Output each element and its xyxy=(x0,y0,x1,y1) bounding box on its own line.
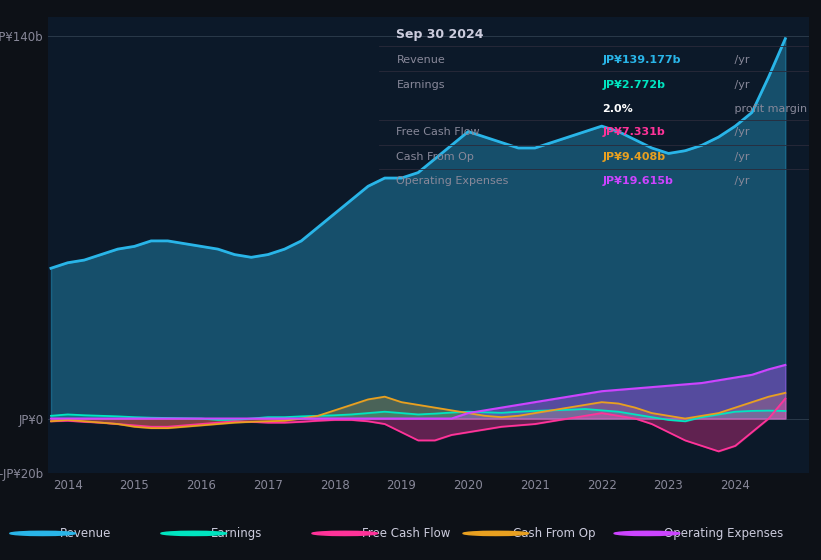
Text: profit margin: profit margin xyxy=(732,104,808,114)
Text: JP¥2.772b: JP¥2.772b xyxy=(603,80,666,90)
Text: JP¥19.615b: JP¥19.615b xyxy=(603,176,673,186)
Text: Earnings: Earnings xyxy=(397,80,445,90)
Text: /yr: /yr xyxy=(732,55,750,65)
Text: /yr: /yr xyxy=(732,127,750,137)
Text: Cash From Op: Cash From Op xyxy=(513,527,595,540)
Circle shape xyxy=(161,531,227,535)
Text: Earnings: Earnings xyxy=(211,527,263,540)
Text: /yr: /yr xyxy=(732,152,750,162)
Text: Sep 30 2024: Sep 30 2024 xyxy=(397,28,484,41)
Text: 2.0%: 2.0% xyxy=(603,104,633,114)
Text: Revenue: Revenue xyxy=(397,55,445,65)
Circle shape xyxy=(10,531,76,535)
Text: Revenue: Revenue xyxy=(60,527,112,540)
Text: /yr: /yr xyxy=(732,80,750,90)
Circle shape xyxy=(463,531,529,535)
Circle shape xyxy=(614,531,680,535)
Text: Free Cash Flow: Free Cash Flow xyxy=(362,527,451,540)
Circle shape xyxy=(312,531,378,535)
Text: JP¥7.331b: JP¥7.331b xyxy=(603,127,665,137)
Text: Free Cash Flow: Free Cash Flow xyxy=(397,127,480,137)
Text: Operating Expenses: Operating Expenses xyxy=(397,176,509,186)
Text: Operating Expenses: Operating Expenses xyxy=(664,527,783,540)
Text: /yr: /yr xyxy=(732,176,750,186)
Text: JP¥9.408b: JP¥9.408b xyxy=(603,152,666,162)
Text: JP¥139.177b: JP¥139.177b xyxy=(603,55,681,65)
Text: Cash From Op: Cash From Op xyxy=(397,152,475,162)
